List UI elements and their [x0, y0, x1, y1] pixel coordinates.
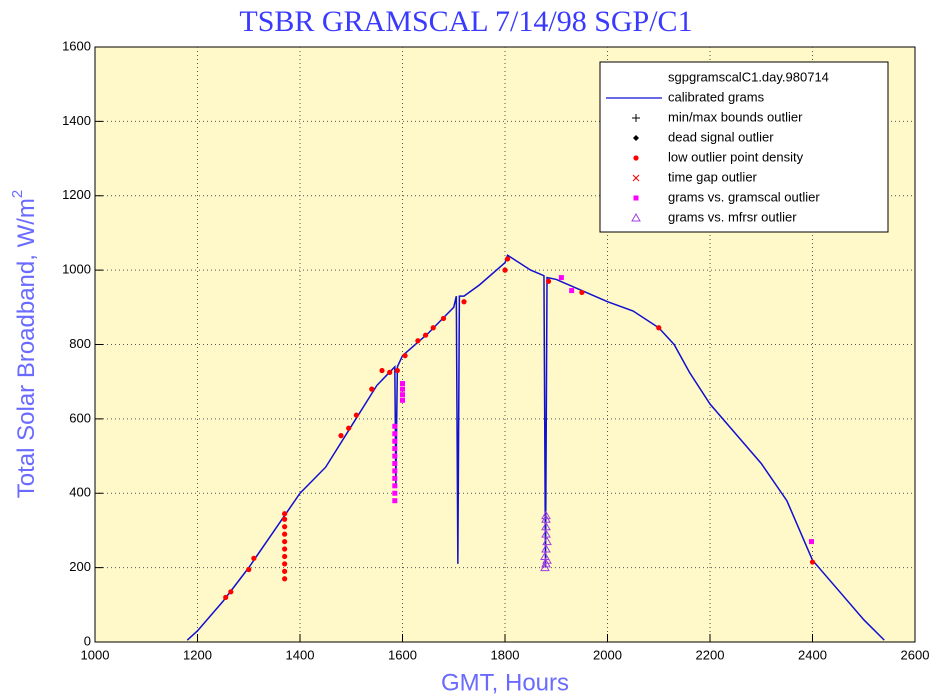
legend-swatch	[633, 195, 639, 201]
point	[504, 256, 511, 262]
x-tick-label: 2000	[593, 647, 622, 662]
point	[346, 425, 352, 431]
x-tick-label: 2200	[696, 647, 725, 662]
point	[541, 521, 551, 531]
point	[394, 367, 400, 374]
y-tick-label: 1000	[62, 262, 91, 277]
point	[502, 267, 508, 273]
point	[353, 412, 359, 418]
point	[430, 325, 436, 331]
y-tick-label: 800	[69, 336, 91, 351]
point	[338, 433, 344, 439]
legend-swatch	[633, 155, 639, 161]
y-axis-label-sup: 2	[9, 190, 26, 198]
legend-label: dead signal outlier	[668, 129, 774, 144]
y-tick-label: 1600	[62, 38, 91, 53]
y-tick-label: 1400	[62, 113, 91, 128]
legend-label: grams vs. gramscal outlier	[668, 189, 820, 204]
point	[392, 490, 398, 496]
point	[251, 555, 257, 561]
legend	[599, 61, 889, 233]
legend-swatch	[633, 135, 639, 141]
point	[392, 453, 398, 459]
y-axis-label: Total Solar Broadband, W/m2	[9, 190, 40, 498]
legend-label: min/max bounds outlier	[668, 109, 803, 124]
legend-label: calibrated grams	[668, 89, 765, 104]
point	[541, 529, 551, 538]
point	[392, 438, 398, 444]
y-axis-label-text: Total Solar Broadband, W/m	[13, 198, 40, 498]
point	[422, 332, 429, 338]
point	[282, 511, 288, 517]
point	[282, 561, 288, 567]
x-tick-label: 1800	[491, 647, 520, 662]
point	[541, 510, 551, 520]
point	[282, 553, 288, 560]
point	[228, 589, 234, 595]
point	[656, 325, 662, 331]
point	[392, 423, 398, 429]
point	[461, 299, 467, 305]
point	[369, 386, 375, 392]
legend-swatch	[631, 212, 641, 222]
point	[400, 392, 405, 398]
point	[440, 315, 447, 322]
point	[542, 536, 552, 546]
point	[387, 369, 393, 375]
legend-title: sgpgramscalC1.day.980714	[668, 69, 829, 84]
y-tick-label: 400	[69, 485, 91, 500]
point	[545, 278, 552, 284]
legend-label: low outlier point density	[668, 149, 804, 164]
point	[579, 289, 585, 296]
point	[415, 338, 421, 344]
point	[282, 576, 288, 582]
point	[540, 551, 550, 560]
y-tick-label: 200	[69, 559, 91, 574]
point	[392, 498, 398, 504]
x-tick-label: 2600	[901, 647, 930, 662]
point	[402, 353, 408, 359]
x-tick-label: 1200	[183, 647, 212, 662]
x-tick-label: 2400	[798, 647, 827, 662]
x-tick-label: 1400	[286, 647, 315, 662]
point	[392, 468, 398, 474]
point	[400, 397, 405, 403]
x-tick-label: 1600	[388, 647, 417, 662]
data-line	[186, 254, 885, 641]
point	[400, 386, 405, 392]
y-tick-label: 1200	[62, 187, 91, 202]
point	[392, 483, 398, 489]
point	[379, 367, 385, 374]
point	[282, 516, 288, 522]
point	[569, 288, 575, 294]
point	[282, 524, 288, 530]
legend-label: grams vs. mfrsr outlier	[668, 209, 797, 224]
x-axis-label: GMT, Hours	[441, 669, 569, 696]
point	[223, 594, 229, 600]
legend-label: time gap outlier	[668, 169, 758, 184]
point	[392, 446, 398, 452]
point	[282, 531, 288, 537]
point	[392, 461, 398, 466]
legend-swatch	[632, 114, 640, 122]
point	[541, 544, 551, 553]
point	[558, 275, 564, 281]
point	[282, 538, 288, 545]
point	[809, 559, 816, 565]
point	[400, 381, 405, 387]
point	[808, 539, 814, 545]
y-tick-label: 600	[69, 410, 91, 425]
y-tick-label: 0	[84, 633, 91, 648]
x-tick-label: 1000	[81, 647, 110, 662]
chart-title: TSBR GRAMSCAL 7/14/98 SGP/C1	[239, 5, 692, 38]
point	[246, 566, 252, 573]
plot	[94, 46, 916, 643]
point	[392, 431, 398, 437]
legend-swatch	[632, 174, 640, 182]
point	[392, 475, 398, 481]
point	[282, 546, 288, 552]
point	[282, 568, 288, 574]
